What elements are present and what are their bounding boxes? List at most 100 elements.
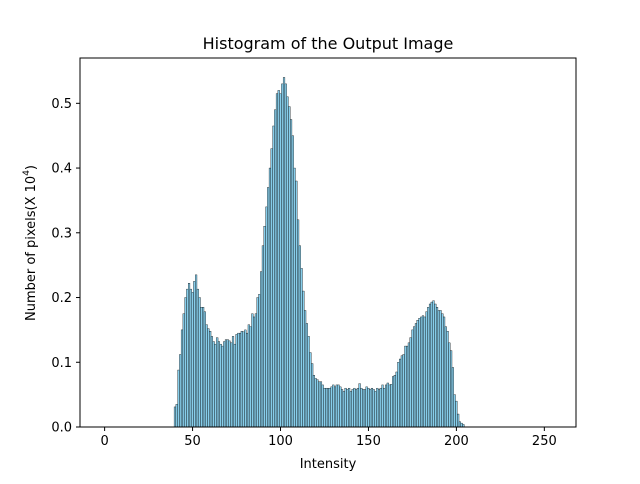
histogram-bar — [457, 413, 460, 428]
histogram-bar — [231, 336, 235, 428]
histogram-bar — [379, 387, 382, 428]
y-axis-label: Number of pixels(X 104) — [22, 165, 39, 321]
histogram-bar — [335, 384, 338, 428]
histogram-bar — [360, 387, 363, 428]
histogram-bar — [418, 318, 421, 428]
histogram-bar — [444, 326, 447, 428]
histogram-bar — [272, 125, 275, 428]
histogram-bar — [282, 77, 286, 428]
histogram-bar — [198, 297, 201, 428]
histogram-bar — [182, 313, 185, 428]
histogram-bar — [298, 245, 301, 428]
histogram-bar — [362, 389, 365, 428]
x-tick-label: 50 — [184, 434, 201, 449]
histogram-bar — [274, 109, 277, 428]
histogram-bar — [291, 135, 294, 428]
histogram-bar — [344, 387, 347, 428]
histogram-bar — [432, 300, 435, 428]
histogram-bar — [173, 406, 177, 428]
histogram-bar — [221, 345, 224, 428]
histogram-bar — [416, 320, 419, 428]
histogram-bar — [219, 343, 222, 428]
histogram-bar — [420, 316, 423, 428]
histogram-bar — [458, 421, 461, 428]
histogram-bar — [295, 180, 298, 428]
histogram-bar — [316, 379, 319, 428]
histogram-bar — [328, 387, 331, 428]
histogram-bar — [237, 332, 240, 428]
histogram-bar — [195, 274, 198, 428]
histogram-bar — [409, 337, 412, 428]
histogram-bar — [377, 389, 381, 428]
histogram-bar — [304, 310, 307, 428]
histogram-bar — [189, 288, 192, 428]
histogram-bar — [351, 389, 354, 428]
histogram-bar — [384, 384, 388, 428]
histogram-bar — [216, 337, 219, 428]
histogram-bar — [223, 341, 226, 428]
histogram-bar — [284, 83, 287, 428]
histogram-bar — [179, 354, 182, 428]
plot-area-frame — [79, 57, 577, 428]
histogram-bar — [374, 391, 377, 428]
histogram-bar — [395, 371, 398, 428]
y-tick-label: 0.1 — [51, 356, 72, 371]
histogram-bar — [460, 422, 463, 428]
histogram-bar — [423, 316, 426, 428]
histogram-bar — [186, 288, 189, 428]
histogram-bar — [399, 358, 402, 428]
histogram-bar — [261, 245, 264, 428]
histogram-bar — [341, 389, 344, 428]
histogram-bar — [453, 394, 456, 428]
x-tick-label: 100 — [268, 434, 293, 449]
axis-ticks: 0 50 100 150 200 250 0.0 0.1 0.2 0.3 0.4 0.5 — [51, 97, 556, 449]
histogram-bar — [275, 93, 279, 428]
histogram-bar — [381, 384, 384, 428]
histogram-bar — [353, 387, 356, 428]
histogram-bar — [239, 332, 242, 428]
x-tick-label: 250 — [532, 434, 557, 449]
histogram-bar — [342, 391, 345, 428]
histogram-bar — [451, 367, 454, 428]
histogram-bar — [372, 389, 375, 428]
histogram-bar — [265, 206, 268, 428]
histogram-bar — [348, 387, 351, 428]
histogram-bar — [369, 389, 372, 428]
y-tick-label: 0.4 — [51, 162, 72, 177]
histogram-bar — [180, 329, 184, 428]
histogram-bar — [260, 271, 263, 428]
histogram-bar — [212, 341, 215, 428]
y-tick-label: 0.2 — [51, 291, 72, 306]
histogram-bar — [363, 389, 366, 428]
histogram-bar — [247, 324, 250, 428]
histogram-bar — [175, 404, 178, 428]
histogram-bar — [256, 297, 259, 428]
y-tick-label: 0.0 — [51, 421, 72, 436]
histogram-bar — [228, 340, 231, 428]
histogram-bar — [184, 297, 187, 428]
histogram-bar — [235, 334, 238, 428]
histogram-bar — [230, 342, 233, 428]
histogram-bar — [297, 219, 300, 428]
x-tick-label: 150 — [356, 434, 381, 449]
histogram-bar — [202, 307, 205, 428]
histogram-bar — [251, 313, 254, 428]
histogram-bar — [455, 400, 458, 428]
y-axis-label-suffix: ) — [24, 165, 39, 170]
histogram-bar — [323, 387, 326, 428]
histogram-bar — [207, 328, 210, 428]
histogram-bar — [249, 326, 252, 428]
histogram-bar — [439, 310, 442, 428]
histogram-bar — [332, 384, 335, 428]
histogram-bar — [205, 324, 208, 428]
histogram-bar — [277, 90, 280, 428]
histogram-bar — [242, 331, 245, 428]
histogram-bar — [203, 311, 206, 428]
histogram-bar — [217, 341, 221, 428]
histogram-bar — [209, 331, 212, 428]
histogram-bar — [270, 148, 273, 428]
histogram-bar — [302, 290, 305, 428]
histogram-bar — [427, 307, 430, 428]
